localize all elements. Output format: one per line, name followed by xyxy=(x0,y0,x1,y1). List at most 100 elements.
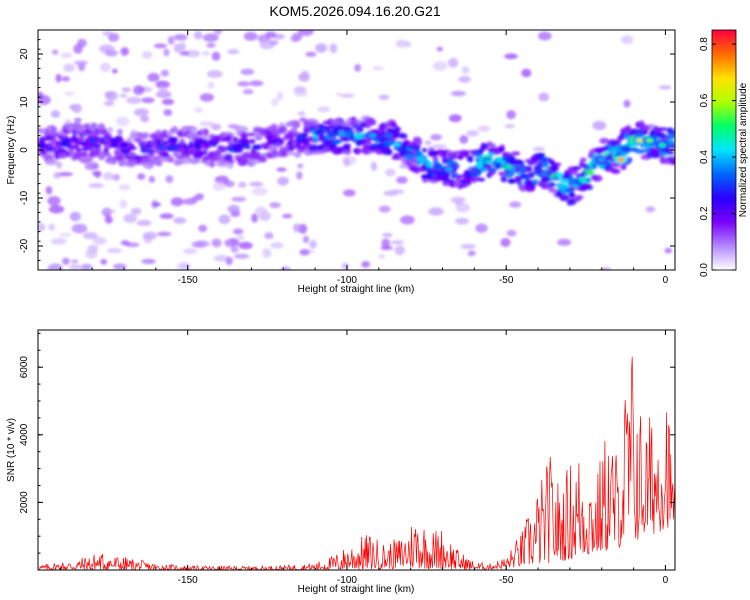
heatmap-hot-blob xyxy=(540,171,549,177)
heatmap-hot-blob xyxy=(120,142,128,148)
heatmap-noise-blob xyxy=(236,235,245,240)
heatmap-noise-blob xyxy=(234,125,249,133)
heatmap-noise-blob xyxy=(212,181,226,191)
heatmap-noise-blob xyxy=(305,51,317,57)
heatmap-noise-blob xyxy=(400,215,415,225)
heatmap-noise-blob xyxy=(121,87,132,93)
heatmap-ridge-blob xyxy=(448,152,455,157)
heatmap-ridge-blob xyxy=(413,145,421,151)
heatmap-noise-blob xyxy=(213,254,229,262)
heatmap-noise-blob xyxy=(99,62,111,72)
colorbar-tick-label: 0.0 xyxy=(699,263,710,277)
heatmap-noise-blob xyxy=(296,171,303,180)
heatmap-noise-blob xyxy=(424,140,432,146)
heatmap-noise-blob xyxy=(47,196,61,206)
heatmap-ridge-blob xyxy=(104,152,112,157)
heatmap-noise-blob xyxy=(293,223,301,233)
heatmap-noise-blob xyxy=(455,217,470,225)
heatmap-noise-blob xyxy=(466,130,479,137)
heatmap-ridge-blob xyxy=(498,147,505,152)
heatmap-ridge-blob xyxy=(39,149,47,155)
heatmap-noise-blob xyxy=(141,51,153,59)
heatmap-ridge-blob xyxy=(268,144,278,152)
colorbar-tick-label: 0.2 xyxy=(699,206,710,220)
heatmap-noise-blob xyxy=(78,154,94,164)
heatmap-noise-blob xyxy=(269,202,281,209)
heatmap-ridge-blob xyxy=(203,128,209,136)
heatmap-noise-blob xyxy=(158,86,169,97)
x-tick-label: -100 xyxy=(337,275,357,286)
heatmap-ridge-blob xyxy=(293,120,300,128)
heatmap-noise-blob xyxy=(173,43,181,53)
heatmap-ridge-blob xyxy=(192,153,203,159)
heatmap-noise-blob xyxy=(277,176,289,186)
heatmap-ridge-blob xyxy=(434,163,443,171)
heatmap-noise-blob xyxy=(395,39,408,48)
heatmap-noise-blob xyxy=(179,51,190,56)
heatmap-noise-blob xyxy=(378,94,390,101)
heatmap-noise-blob xyxy=(243,31,258,41)
heatmap-ridge-blob xyxy=(254,134,263,141)
heatmap-ridge-blob xyxy=(240,133,248,139)
heatmap-ridge-blob xyxy=(80,151,88,156)
heatmap-noise-blob xyxy=(141,97,155,104)
heatmap-ridge-blob xyxy=(532,179,539,185)
heatmap-ridge-blob xyxy=(573,194,584,200)
heatmap-noise-blob xyxy=(262,248,272,258)
heatmap-ridge-blob xyxy=(569,191,576,198)
heatmap-ridge-blob xyxy=(224,153,233,162)
heatmap-noise-blob xyxy=(249,181,264,187)
heatmap-noise-blob xyxy=(113,263,127,270)
heatmap-ridge-blob xyxy=(141,132,150,137)
heatmap-noise-blob xyxy=(141,258,156,264)
heatmap-noise-blob xyxy=(343,189,356,197)
heatmap-noise-blob xyxy=(173,217,187,224)
heatmap-noise-blob xyxy=(378,205,391,213)
heatmap-noise-blob xyxy=(282,213,293,219)
heatmap-ridge-blob xyxy=(349,133,356,140)
heatmap-ridge-blob xyxy=(634,133,645,138)
heatmap-noise-blob xyxy=(183,248,198,255)
heatmap-ridge-blob xyxy=(513,160,525,166)
heatmap-ridge-blob xyxy=(343,143,351,149)
heatmap-noise-blob xyxy=(231,196,247,202)
heatmap-hot-blob xyxy=(658,142,667,148)
heatmap-ridge-blob xyxy=(232,136,238,143)
heatmap-ridge-blob xyxy=(405,159,412,167)
heatmap-ridge-blob xyxy=(368,119,377,126)
heatmap-ridge-blob xyxy=(133,138,141,143)
heatmap-ridge-blob xyxy=(611,168,621,174)
spectrogram-y-axis: -20 -10 0 10 20 xyxy=(19,29,675,271)
colorbar-bar xyxy=(711,29,737,271)
heatmap-noise-blob xyxy=(142,231,158,240)
heatmap-noise-blob xyxy=(390,189,405,195)
heatmap-noise-blob xyxy=(74,117,82,123)
heatmap-noise-blob xyxy=(592,120,607,131)
heatmap-noise-blob xyxy=(293,91,309,97)
heatmap-ridge-blob xyxy=(199,150,208,156)
heatmap-noise-blob xyxy=(477,125,491,132)
heatmap-ridge-blob xyxy=(57,148,67,152)
heatmap-noise-blob xyxy=(82,232,98,240)
heatmap-ridge-blob xyxy=(118,160,128,166)
y-tick-label: -10 xyxy=(19,190,30,205)
heatmap-noise-blob xyxy=(265,31,277,38)
heatmap-noise-blob xyxy=(45,186,53,195)
heatmap-ridge-blob xyxy=(183,148,191,153)
heatmap-noise-blob xyxy=(242,89,254,95)
y-tick-label: 4000 xyxy=(19,423,30,446)
heatmap-ridge-blob xyxy=(510,151,521,156)
heatmap-noise-blob xyxy=(428,207,444,216)
heatmap-noise-blob xyxy=(184,49,201,58)
heatmap-hot-blob xyxy=(368,133,377,138)
heatmap-ridge-blob xyxy=(92,143,102,149)
heatmap-ridge-blob xyxy=(435,169,445,176)
heatmap-noise-blob xyxy=(176,262,192,270)
heatmap-ridge-blob xyxy=(294,141,301,148)
heatmap-ridge-blob xyxy=(540,156,548,163)
heatmap-noise-blob xyxy=(80,263,93,270)
heatmap-ridge-blob xyxy=(578,177,589,182)
heatmap-noise-blob xyxy=(48,205,65,214)
heatmap-noise-blob xyxy=(165,175,174,184)
heatmap-ridge-blob xyxy=(312,134,319,141)
